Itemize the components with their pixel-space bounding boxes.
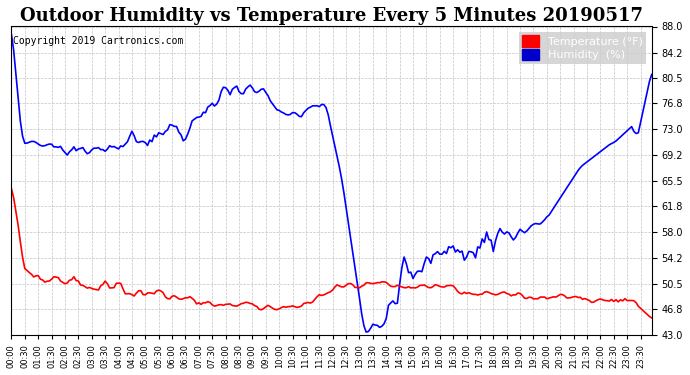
- Legend: Temperature (°F), Humidity  (%): Temperature (°F), Humidity (%): [519, 32, 646, 64]
- Text: Copyright 2019 Cartronics.com: Copyright 2019 Cartronics.com: [12, 36, 183, 46]
- Title: Outdoor Humidity vs Temperature Every 5 Minutes 20190517: Outdoor Humidity vs Temperature Every 5 …: [20, 7, 643, 25]
